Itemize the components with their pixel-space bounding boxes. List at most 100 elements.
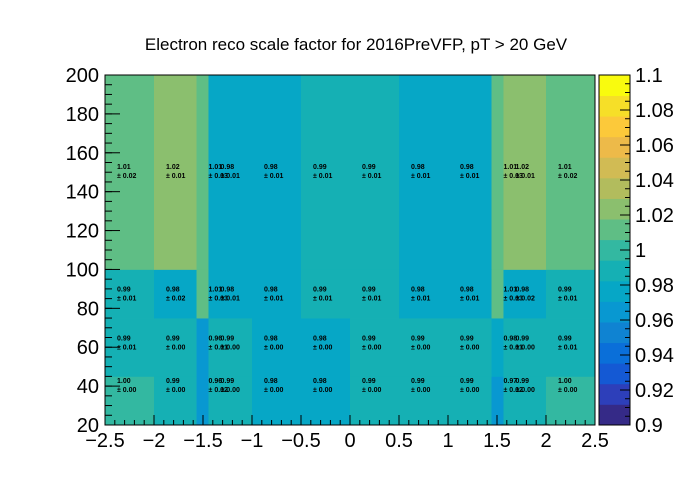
heatmap-cell: [448, 269, 492, 319]
cell-error-label: ± 0.01: [504, 344, 524, 351]
cell-error-label: ± 0.01: [558, 344, 578, 351]
cell-error-label: ± 0.00: [411, 387, 431, 394]
z-tick-label: 0.92: [635, 380, 674, 402]
cell-error-label: ± 0.01: [220, 296, 240, 303]
heatmap-cell: [350, 269, 400, 319]
cell-error-label: ± 0.02: [117, 173, 137, 180]
y-tick-label: 160: [66, 143, 99, 165]
heatmap-cell: [491, 269, 504, 319]
cell-value-label: 0.98: [264, 287, 278, 294]
heatmap-cell: [252, 75, 302, 270]
cell-error-label: ± 0.02: [558, 173, 578, 180]
y-tick-label: 100: [66, 259, 99, 281]
heatmap-cell: [399, 75, 449, 270]
heatmap-cell: [546, 376, 596, 426]
heatmap-cell: [252, 318, 302, 377]
cell-value-label: 1.01: [209, 164, 223, 171]
cell-value-label: 0.98: [411, 287, 425, 294]
color-scale-bin: [599, 404, 630, 426]
cell-value-label: 0.98: [166, 287, 180, 294]
color-scale-bin: [599, 116, 630, 138]
heatmap-cell: [208, 269, 253, 319]
x-tick-label: −0.5: [281, 430, 320, 452]
heatmap-cell: [546, 269, 596, 319]
x-tick-label: 0.5: [385, 430, 413, 452]
color-scale-bin: [599, 136, 630, 158]
heatmap-cell: [491, 376, 504, 426]
heatmap-cell: [196, 318, 209, 377]
heatmap-cell: [448, 318, 492, 377]
heatmap-cell: [503, 318, 547, 377]
heatmap-cell: [491, 75, 504, 270]
cell-value-label: 0.99: [515, 335, 529, 342]
y-tick-label: 60: [77, 337, 99, 359]
y-tick-label: 140: [66, 182, 99, 204]
cell-error-label: ± 0.01: [166, 173, 186, 180]
cell-error-label: ± 0.01: [313, 296, 333, 303]
color-scale-bin: [599, 157, 630, 179]
heatmap-cell: [154, 75, 197, 270]
cell-error-label: ± 0.01: [117, 296, 137, 303]
cell-value-label: 0.98: [460, 287, 474, 294]
cell-error-label: ± 0.00: [220, 387, 240, 394]
heatmap-cells: [105, 75, 596, 426]
cell-value-label: 0.99: [411, 335, 425, 342]
cell-value-label: 0.98: [220, 287, 234, 294]
cell-value-label: 0.98: [504, 335, 518, 342]
heatmap-cell: [399, 318, 449, 377]
cell-value-label: 0.99: [411, 378, 425, 385]
heatmap-cell: [491, 318, 504, 377]
cell-value-label: 0.98: [515, 287, 529, 294]
color-scale-bin: [599, 198, 630, 220]
cell-error-label: ± 0.01: [264, 173, 284, 180]
cell-value-label: 0.99: [117, 287, 131, 294]
cell-error-label: ± 0.01: [362, 173, 382, 180]
cell-value-label: 0.99: [220, 335, 234, 342]
color-scale-bin: [599, 260, 630, 282]
cell-value-label: 1.01: [117, 164, 131, 171]
color-scale-bin: [599, 280, 630, 302]
cell-value-label: 0.99: [558, 287, 572, 294]
cell-value-label: 1.02: [166, 164, 180, 171]
cell-value-label: 0.98: [411, 164, 425, 171]
cell-value-label: 1.01: [504, 287, 518, 294]
cell-value-label: 1.00: [558, 378, 572, 385]
heatmap-cell: [196, 269, 209, 319]
cell-value-label: 1.01: [209, 287, 223, 294]
cell-error-label: ± 0.01: [264, 296, 284, 303]
cell-error-label: ± 0.00: [313, 344, 333, 351]
cell-value-label: 0.99: [460, 335, 474, 342]
cell-value-label: 0.99: [515, 378, 529, 385]
heatmap-cell: [503, 75, 547, 270]
cell-value-label: 0.98: [220, 164, 234, 171]
cell-value-label: 0.99: [313, 164, 327, 171]
cell-error-label: ± 0.00: [166, 387, 186, 394]
cell-error-label: ± 0.00: [264, 344, 284, 351]
heatmap-cell: [252, 269, 302, 319]
cell-value-label: 0.98: [264, 335, 278, 342]
cell-error-label: ± 0.01: [117, 344, 137, 351]
cell-error-label: ± 0.01: [362, 296, 382, 303]
heatmap-cell: [399, 269, 449, 319]
heatmap-cell: [503, 269, 547, 319]
heatmap-cell: [208, 318, 253, 377]
x-axis: −2.5 −2 −1.5 −1 −0.5 0 0.5 1 1.5 2 2.5: [85, 415, 609, 452]
x-tick-label: −2: [143, 430, 166, 452]
heatmap-cell: [399, 376, 449, 426]
z-tick-label: 0.96: [635, 310, 674, 332]
heatmap-cell: [546, 75, 596, 270]
cell-error-label: ± 0.00: [166, 344, 186, 351]
y-tick-label: 180: [66, 104, 99, 126]
heatmap-cell: [105, 75, 155, 270]
cell-value-label: 1.01: [504, 164, 518, 171]
heatmap-cell: [546, 318, 596, 377]
cell-value-label: 1.00: [117, 378, 131, 385]
color-scale-bin: [599, 363, 630, 385]
heatmap-cell: [208, 75, 253, 270]
y-tick-label: 80: [77, 298, 99, 320]
heatmap-cell: [350, 376, 400, 426]
z-tick-label: 1.04: [635, 170, 674, 192]
cell-value-label: 0.98: [264, 378, 278, 385]
cell-value-label: 0.99: [166, 378, 180, 385]
